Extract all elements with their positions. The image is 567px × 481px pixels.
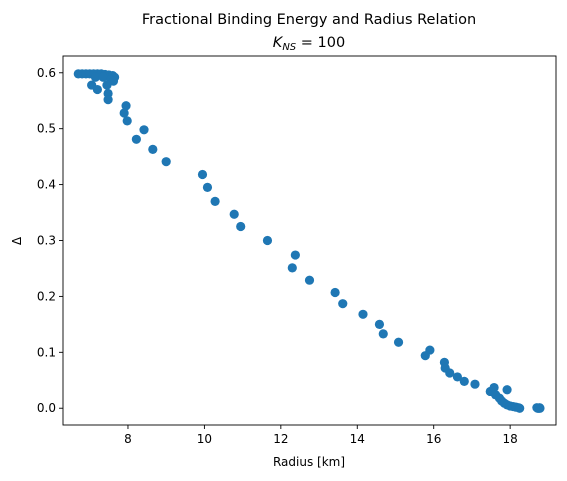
data-point-62	[515, 403, 525, 413]
chart-title-k-symbol: K	[273, 35, 284, 51]
data-point-21	[119, 108, 129, 118]
data-point-30	[229, 209, 239, 219]
y-tick-label-3: 0.3	[37, 234, 56, 248]
data-point-28	[202, 182, 213, 192]
x-tick-label-10: 10	[197, 432, 212, 446]
data-point-31	[236, 221, 246, 232]
y-tick-label-6: 0.6	[37, 66, 56, 80]
data-point-43	[425, 345, 435, 355]
x-tick-label-18: 18	[502, 432, 517, 446]
data-point-48	[459, 376, 469, 386]
data-point-32	[262, 235, 273, 246]
y-tick-label-4: 0.4	[37, 178, 56, 192]
data-point-26	[161, 157, 171, 167]
x-tick-label-12: 12	[273, 432, 288, 446]
chart-title-value: = 100	[296, 35, 345, 51]
x-tick-label-14: 14	[350, 432, 365, 446]
data-point-47	[452, 372, 462, 382]
data-point-55	[502, 385, 512, 395]
chart-title-ns-subscript: NS	[282, 42, 296, 53]
data-point-20	[121, 101, 131, 111]
data-point-29	[210, 196, 220, 206]
data-point-34	[287, 263, 297, 273]
data-point-33	[290, 250, 300, 260]
data-point-25	[148, 144, 158, 154]
data-point-12	[98, 72, 108, 82]
x-tick-label-8: 8	[124, 432, 132, 446]
data-point-11	[90, 72, 101, 82]
chart-title-line2: KNS = 100	[273, 35, 345, 53]
data-point-51	[489, 382, 499, 393]
data-point-38	[358, 309, 368, 319]
x-axis-ticks: 8 10 12 14 16 18	[124, 425, 518, 446]
chart-title: Fractional Binding Energy and Radius Rel…	[142, 12, 476, 28]
data-point-41	[393, 337, 404, 347]
data-point-17	[92, 84, 102, 95]
data-point-36	[330, 287, 340, 298]
x-axis-label: Radius [km]	[273, 455, 345, 469]
data-point-19	[103, 95, 113, 105]
data-point-46	[445, 368, 455, 378]
axes-frame	[62, 55, 557, 426]
data-point-49	[470, 379, 480, 389]
y-axis-label: Δ	[10, 236, 24, 245]
data-point-22	[122, 116, 132, 126]
data-point-67	[534, 403, 545, 413]
data-point-27	[197, 169, 208, 180]
data-point-35	[304, 275, 315, 285]
data-point-40	[378, 329, 388, 339]
y-tick-label-0: 0.0	[37, 401, 56, 415]
data-point-23	[139, 125, 149, 135]
x-tick-label-16: 16	[426, 432, 441, 446]
data-point-16	[102, 80, 112, 90]
y-tick-label-5: 0.5	[37, 122, 56, 136]
data-point-39	[374, 319, 385, 329]
data-point-24	[131, 134, 141, 144]
y-tick-label-2: 0.2	[37, 289, 56, 303]
data-points	[73, 69, 545, 413]
y-axis-ticks: 0.0 0.1 0.2 0.3 0.4 0.5 0.6	[37, 66, 63, 415]
data-point-37	[338, 299, 348, 309]
y-tick-label-1: 0.1	[37, 345, 56, 359]
